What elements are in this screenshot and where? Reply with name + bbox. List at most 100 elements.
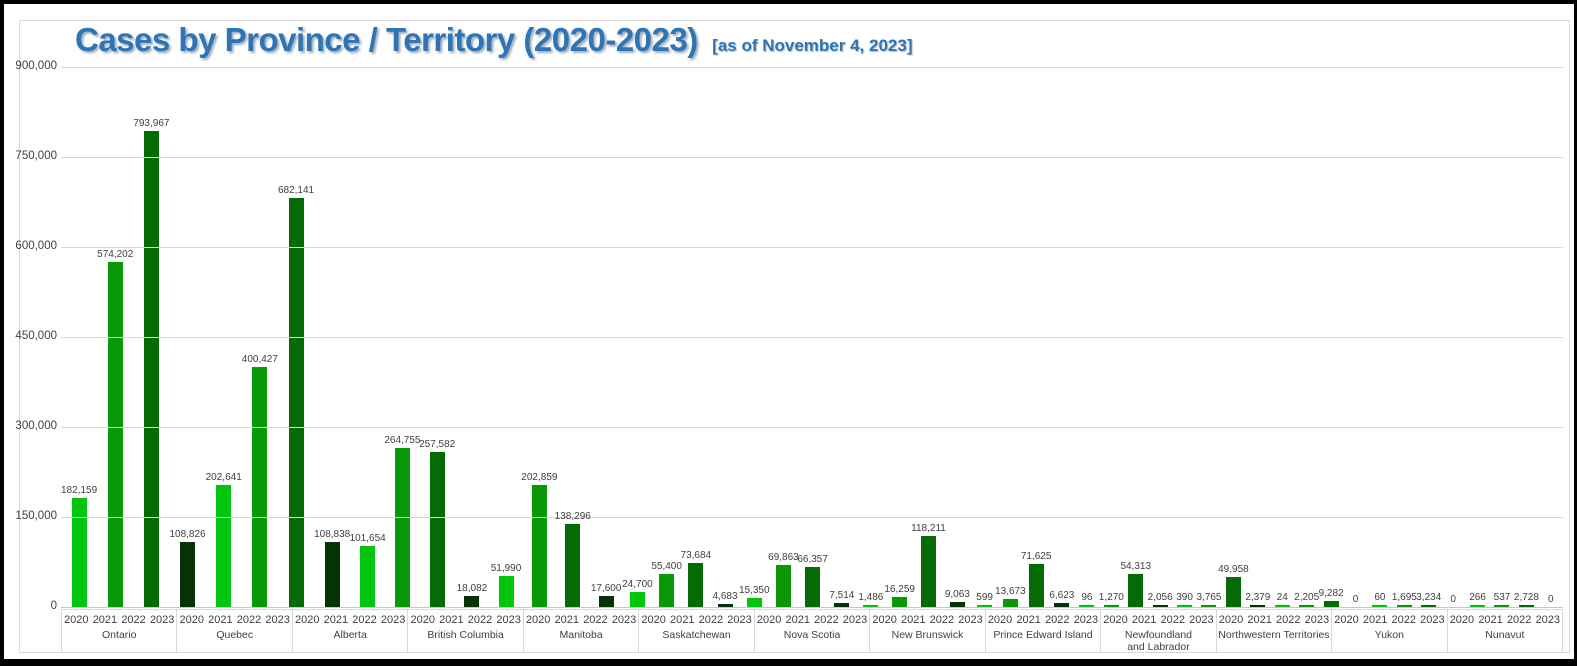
x-axis-group: 2020 2021 2022 2023 Manitoba	[524, 610, 640, 652]
bar-slot: 1,486	[856, 67, 885, 607]
year-tick-label: 2023	[1189, 614, 1214, 626]
bar	[1494, 605, 1510, 607]
province-label: Saskatchewan	[662, 630, 731, 641]
bar	[659, 573, 675, 607]
x-axis-group: 2020 2021 2022 2023 British Columbia	[408, 610, 524, 652]
bar-slot: 101,654	[350, 67, 386, 607]
bar-group: 390 3,765 49,958 2,379	[1172, 67, 1270, 607]
province-label: Quebec	[216, 630, 254, 641]
bar-slot: 793,967	[133, 67, 169, 607]
bar	[1201, 604, 1217, 607]
bar-value-label: 17,600	[590, 583, 622, 595]
year-tick-label: 2021	[785, 614, 810, 626]
bar-value-label: 182,159	[61, 484, 98, 496]
gridline	[61, 607, 1563, 608]
year-tick-label: 2020	[872, 614, 897, 626]
year-tick-label: 2022	[698, 614, 724, 626]
year-tick-label: 2023	[1073, 614, 1099, 626]
bar-group: 101,654 264,755 257,582 18,082	[350, 67, 489, 607]
chart-subtitle: [as of November 4, 2023]	[712, 36, 913, 55]
bar-value-label: 138,296	[554, 511, 591, 523]
year-tick-row: 2020 2021 2022 2023	[755, 614, 869, 626]
bar-slot: 182,159	[61, 67, 97, 607]
bar-value-label: 24	[1276, 592, 1288, 603]
y-tick-label: 750,000	[15, 150, 57, 162]
bar	[1225, 577, 1241, 607]
bar	[1274, 605, 1290, 607]
x-axis-group: 2020 2021 2022 2023 Ontario	[62, 610, 178, 652]
bar-slot: 6,623	[1049, 67, 1075, 607]
year-tick-label: 2021	[323, 614, 349, 626]
bar-value-label: 257,582	[419, 439, 456, 451]
chart-header: Cases by Province / Territory (2020-2023…	[75, 15, 912, 65]
y-tick-label: 150,000	[15, 510, 57, 522]
year-tick-row: 2020 2021 2022 2023	[1217, 614, 1331, 626]
bar-group: 599 13,673 71,625 6,623	[972, 67, 1075, 607]
bar-value-label: 4,683	[712, 591, 738, 603]
bar	[1250, 605, 1266, 607]
y-tick-label: 450,000	[15, 330, 57, 342]
bar-value-label: 3,234	[1416, 592, 1442, 603]
bar	[1152, 605, 1168, 607]
bar-slot: 202,859	[521, 67, 557, 607]
year-tick-label: 2022	[467, 614, 493, 626]
year-tick-label: 2021	[92, 614, 118, 626]
year-tick-label: 2020	[756, 614, 782, 626]
bar-value-label: 599	[976, 592, 993, 603]
y-tick-label: 0	[50, 600, 57, 612]
bar-slot: 0	[1343, 67, 1367, 607]
plot-region: 900,000 750,000 600,000 450,000 300,000 150,0…	[15, 60, 1563, 612]
bar	[1177, 605, 1193, 607]
bar-slot: 390	[1172, 67, 1196, 607]
bar	[531, 485, 547, 607]
bar-value-label: 7,514	[829, 589, 855, 601]
bar-slot: 202,641	[206, 67, 242, 607]
year-tick-row: 2020 2021 2022 2023	[177, 614, 291, 626]
x-axis-group: 2020 2021 2022 2023 Yukon	[1332, 610, 1448, 652]
bar	[805, 567, 821, 607]
bar-value-label: 96	[1081, 592, 1093, 603]
bar-slot: 24	[1270, 67, 1294, 607]
year-tick-label: 2021	[1362, 614, 1388, 626]
bar-group: 202,641 400,427 682,141 108,838	[206, 67, 350, 607]
bar-value-label: 793,967	[133, 117, 170, 129]
bar-value-label: 60	[1374, 592, 1386, 603]
bar	[1421, 605, 1437, 607]
year-tick-label: 2023	[265, 614, 290, 626]
bar	[71, 497, 87, 607]
bar-slot: 15,350	[738, 67, 770, 607]
bar-slot: 2,728	[1514, 67, 1539, 607]
x-axis-group: 2020 2021 2022 2023 New Brunswick	[870, 610, 986, 652]
province-label: Prince Edward Island	[993, 630, 1093, 641]
bar-value-label: 118,211	[911, 523, 946, 535]
bar	[775, 565, 791, 607]
bar-value-label: 537	[1493, 592, 1511, 603]
bar-slot: 3,765	[1196, 67, 1222, 607]
year-tick-row: 2020 2021 2022 2023	[986, 614, 1100, 626]
bar	[834, 602, 850, 607]
bar-value-label: 1,486	[858, 592, 884, 603]
year-tick-label: 2021	[1016, 614, 1041, 626]
bar-value-label: 108,826	[169, 528, 206, 540]
bar-value-label: 55,400	[651, 560, 682, 572]
bar-value-label: 16,259	[884, 584, 915, 596]
y-tick-label: 300,000	[15, 420, 57, 432]
bar	[629, 592, 645, 607]
x-axis-group: 2020 2021 2022 2023 Alberta	[293, 610, 409, 652]
bar-slot: 69,863	[768, 67, 799, 607]
year-tick-row: 2020 2021 2022 2023	[1332, 614, 1446, 626]
province-label: New Brunswick	[891, 630, 964, 641]
bar-slot: 51,990	[489, 67, 522, 607]
year-tick-label: 2022	[1160, 614, 1186, 626]
bar-slot: 18,082	[455, 67, 490, 607]
year-tick-label: 2020	[295, 614, 320, 626]
year-tick-label: 2023	[1304, 614, 1330, 626]
x-axis-group: 2020 2021 2022 2023 Saskatchewan	[639, 610, 755, 652]
bar-slot: 682,141	[278, 67, 314, 607]
bar	[143, 130, 159, 607]
year-tick-label: 2022	[583, 614, 608, 626]
bar-slot: 73,684	[681, 67, 711, 607]
bar	[1103, 605, 1119, 607]
year-tick-label: 2023	[958, 614, 983, 626]
bar-value-label: 15,350	[738, 584, 770, 596]
